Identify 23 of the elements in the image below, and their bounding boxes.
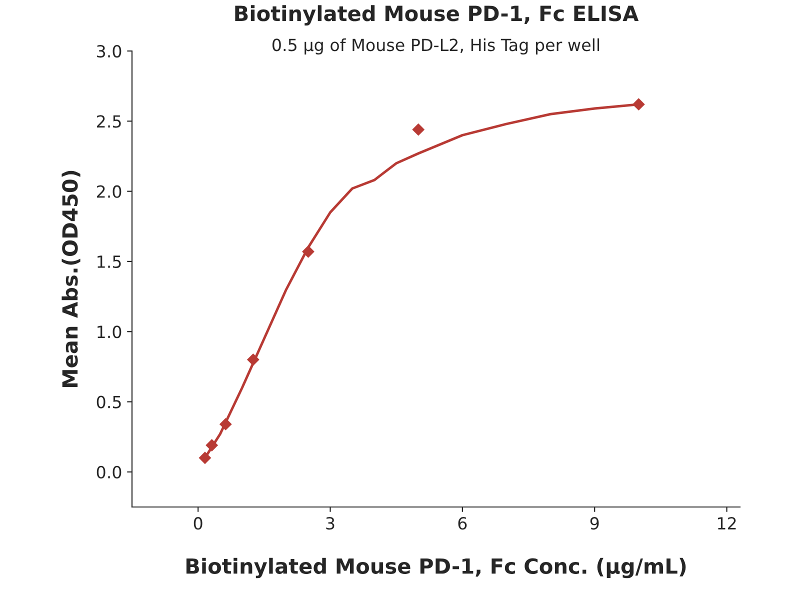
y-tick-label: 1.5 — [98, 256, 121, 268]
y-axis-title: Mean Abs.(OD450) — [62, 170, 80, 388]
point — [198, 452, 212, 464]
x-tick-label: 9 — [590, 517, 599, 530]
point — [412, 123, 425, 136]
y-tick-label: 1.0 — [98, 326, 122, 338]
x-tick-label: 12 — [718, 517, 736, 530]
point — [246, 353, 260, 366]
x-axis-title: Biotinylated Mouse PD-1, Fc Conc. (μg/mL) — [186, 558, 686, 578]
y-tick-label: 2.0 — [96, 185, 122, 198]
y-tick-label: 2.5 — [96, 115, 121, 128]
chart-subtitle: 0.5 μg of Mouse PD-L2, His Tag per well — [272, 38, 600, 54]
point — [302, 245, 314, 258]
y-tick-label: 3.0 — [97, 44, 122, 58]
x-tick-label: 0 — [194, 517, 202, 530]
y-tick-label: 0.0 — [96, 466, 122, 478]
point — [219, 418, 232, 430]
point — [206, 439, 218, 452]
y-tick-label: 0.5 — [96, 396, 121, 408]
point — [632, 98, 645, 111]
x-tick-label: 6 — [458, 517, 467, 530]
x-tick-label: 3 — [326, 517, 334, 530]
chart-title: Biotinylated Mouse PD-1, Fc ELISA — [235, 5, 639, 26]
